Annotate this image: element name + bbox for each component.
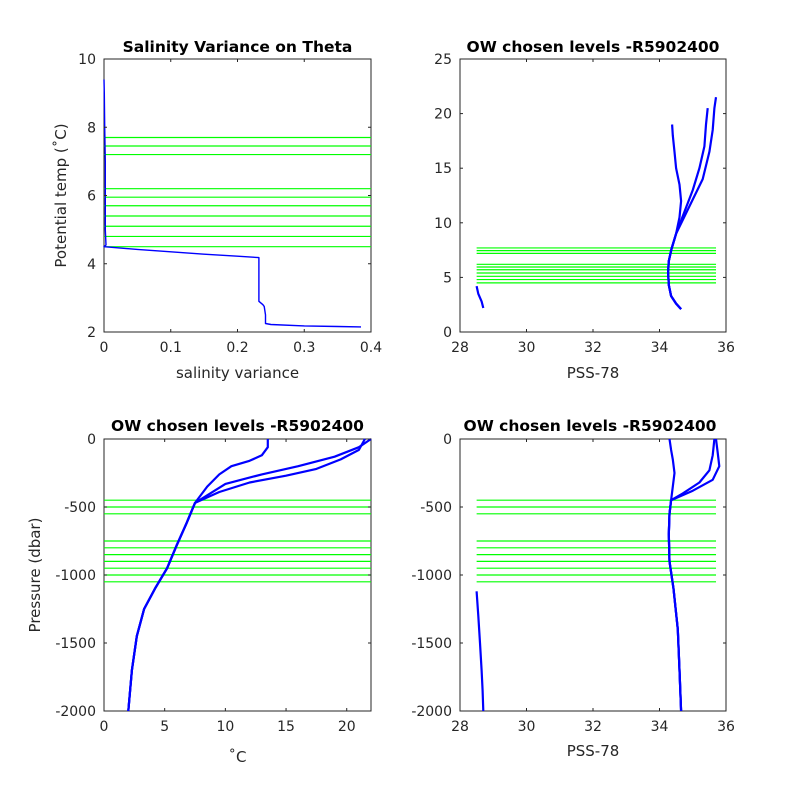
y-axis-label: Potential temp (˚C) [52, 123, 70, 267]
level-lines [476, 247, 717, 284]
x-tick-label: 32 [584, 719, 602, 735]
x-ticks: 0 5 10 15 20 [100, 439, 356, 735]
x-tick-label: 28 [451, 719, 469, 735]
chart-title: OW chosen levels -R5902400 [111, 417, 364, 435]
x-tick-label: 32 [584, 340, 602, 356]
y-tick-label: -500 [420, 500, 452, 516]
y-tick-label: 2 [87, 325, 96, 341]
x-axis-label: ˚C [229, 748, 247, 766]
y-tick-label: -2000 [55, 704, 96, 720]
x-tick-label: 5 [160, 719, 169, 735]
y-tick-label: 6 [87, 189, 96, 205]
x-ticks: 28 30 32 34 36 [451, 439, 735, 735]
y-ticks: 2 4 6 8 10 [78, 52, 371, 341]
x-tick-label: 15 [277, 719, 295, 735]
profile-lines [127, 438, 372, 712]
x-tick-label: 36 [717, 719, 735, 735]
level-lines [104, 499, 371, 583]
y-ticks: -2000 -1500 -1000 -500 0 [411, 432, 726, 720]
panel-salinity-theta: 28 30 32 34 36 0 5 10 15 20 25 OW chosen levels -… [434, 38, 735, 382]
y-tick-label: -1500 [55, 636, 96, 652]
y-tick-label: 0 [87, 432, 96, 448]
profile-lines [475, 97, 718, 310]
x-axis-label: PSS-78 [567, 364, 620, 382]
plot-area [103, 58, 372, 333]
y-ticks: -2000 -1500 -1000 -500 0 [55, 432, 371, 720]
y-tick-label: 0 [443, 325, 452, 341]
x-tick-label: 0 [100, 719, 109, 735]
x-tick-label: 20 [338, 719, 356, 735]
y-axis-label: Pressure (dbar) [26, 518, 44, 633]
x-ticks: 0 0.1 0.2 0.3 0.4 [100, 59, 382, 356]
x-tick-label: 30 [518, 340, 536, 356]
x-tick-label: 0.1 [160, 340, 182, 356]
y-tick-label: 25 [434, 52, 452, 68]
chart-title: Salinity Variance on Theta [123, 38, 353, 56]
x-tick-label: 0.3 [293, 340, 315, 356]
x-axis-label: salinity variance [176, 364, 299, 382]
y-tick-label: 20 [434, 107, 452, 123]
x-tick-label: 34 [651, 340, 669, 356]
x-tick-label: 34 [651, 719, 669, 735]
level-lines [104, 136, 371, 248]
profile-lines [103, 79, 362, 328]
chart-title: OW chosen levels -R5902400 [464, 417, 717, 435]
y-tick-label: 5 [443, 270, 452, 286]
profile-line [667, 438, 721, 712]
y-tick-label: -1000 [55, 568, 96, 584]
profile-lines [475, 438, 721, 712]
x-tick-label: 0.4 [360, 340, 382, 356]
profile-line [475, 591, 485, 712]
y-tick-label: -1500 [411, 636, 452, 652]
y-tick-label: 10 [78, 52, 96, 68]
profile-line [666, 97, 718, 310]
level-lines [476, 499, 717, 583]
chart-title: OW chosen levels -R5902400 [467, 38, 720, 56]
y-tick-label: 8 [87, 120, 96, 136]
x-axis-label: PSS-78 [567, 742, 620, 760]
y-tick-label: -2000 [411, 704, 452, 720]
x-tick-label: 0.2 [226, 340, 248, 356]
y-tick-label: -1000 [411, 568, 452, 584]
panel-salinity-variance: 0 0.1 0.2 0.3 0.4 2 4 6 8 10 Salinity Variance o… [52, 38, 382, 382]
y-tick-label: -500 [64, 500, 96, 516]
plot-area [459, 58, 727, 333]
panel-temperature-pressure: 0 5 10 15 20 -2000 -1500 -1000 -500 0 OW chosen … [26, 417, 372, 766]
x-tick-label: 36 [717, 340, 735, 356]
x-tick-label: 10 [216, 719, 234, 735]
profile-line [127, 438, 372, 712]
y-tick-label: 10 [434, 216, 452, 232]
y-tick-label: 0 [443, 432, 452, 448]
profile-line [475, 285, 485, 309]
x-tick-label: 0 [100, 340, 109, 356]
profile-line [103, 79, 362, 328]
y-tick-label: 15 [434, 161, 452, 177]
y-ticks: 0 5 10 15 20 25 [434, 52, 726, 341]
panel-salinity-pressure: 28 30 32 34 36 -2000 -1500 -1000 -500 0 OW chose… [411, 417, 735, 760]
x-ticks: 28 30 32 34 36 [451, 59, 735, 356]
y-tick-label: 4 [87, 257, 96, 273]
x-tick-label: 28 [451, 340, 469, 356]
x-tick-label: 30 [518, 719, 536, 735]
